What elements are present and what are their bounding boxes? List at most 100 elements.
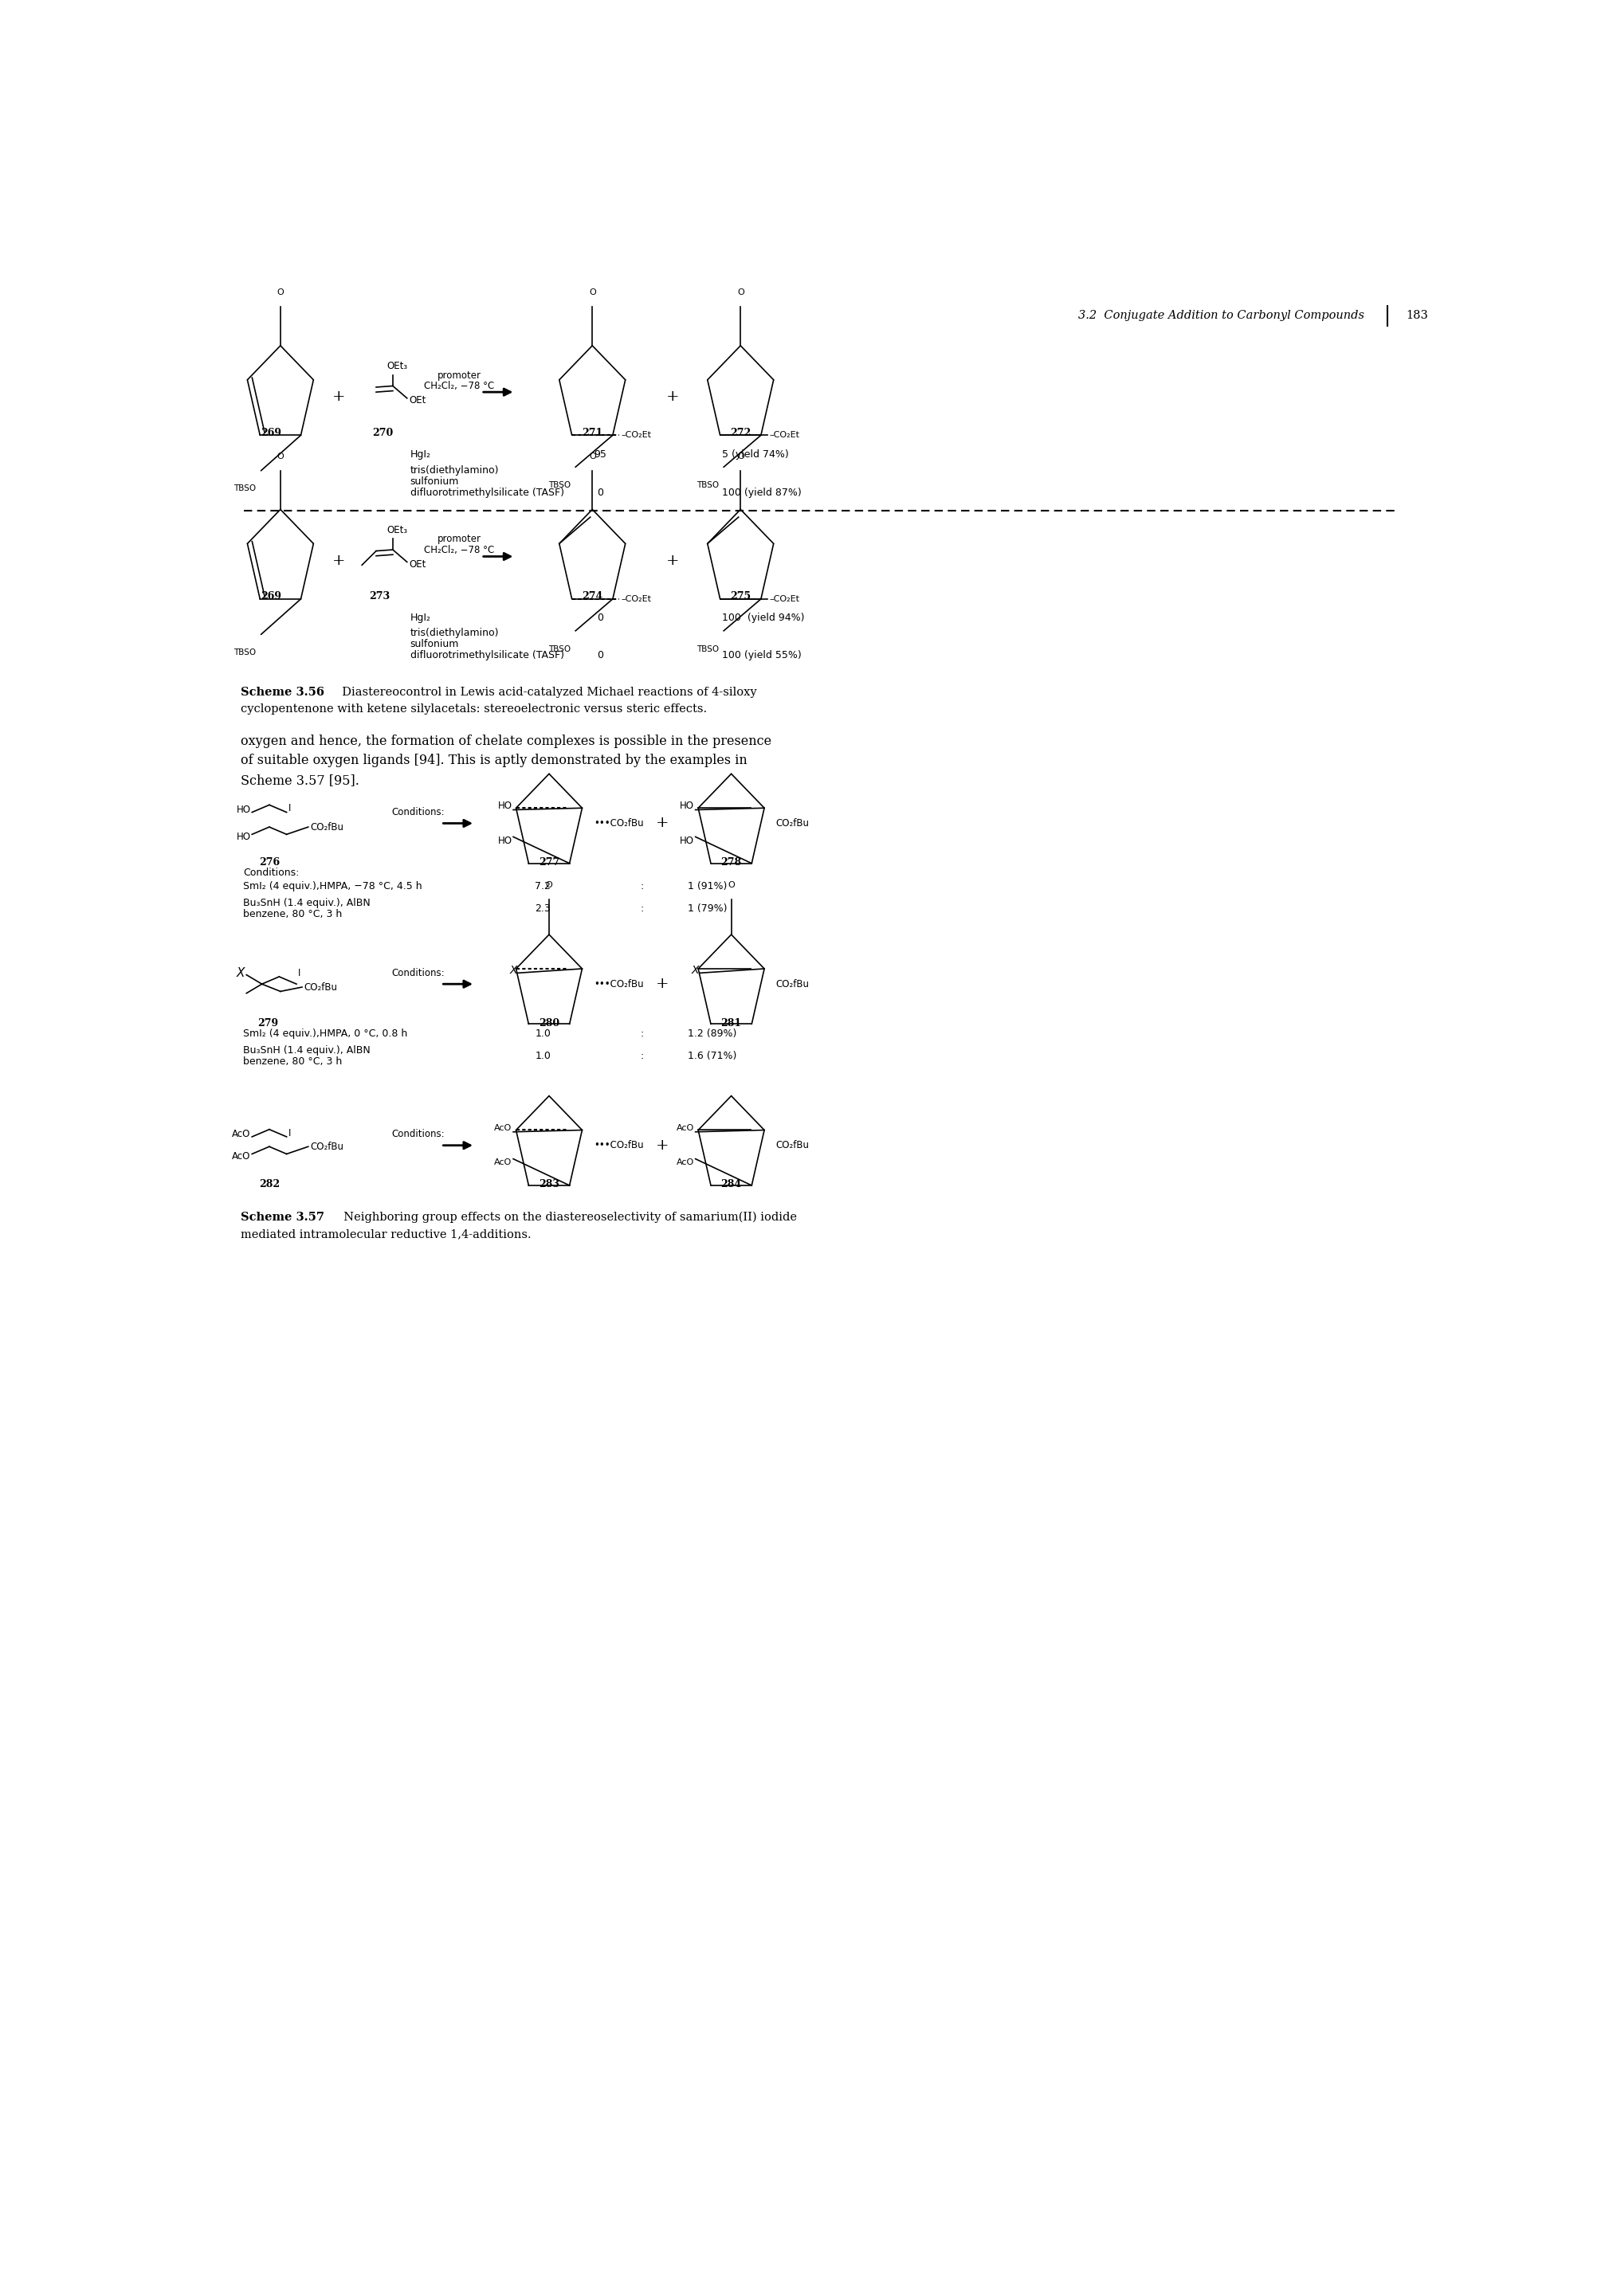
Text: 0: 0: [597, 613, 604, 622]
Text: X: X: [509, 964, 517, 976]
Text: O: O: [277, 289, 283, 296]
Text: 274: 274: [581, 592, 602, 602]
Text: promoter: promoter: [437, 535, 482, 544]
Text: 100  (yield 94%): 100 (yield 94%): [722, 613, 804, 622]
Text: I: I: [288, 1127, 291, 1139]
Text: 1.6 (71%): 1.6 (71%): [688, 1052, 736, 1061]
Text: –CO₂Et: –CO₂Et: [770, 595, 800, 604]
Text: SmI₂ (4 equiv.),HMPA, 0 °C, 0.8 h: SmI₂ (4 equiv.),HMPA, 0 °C, 0.8 h: [243, 1029, 408, 1038]
Text: HO: HO: [680, 801, 695, 810]
Text: I: I: [288, 804, 291, 813]
Text: OEt: OEt: [408, 560, 426, 569]
Text: OEt: OEt: [408, 395, 426, 406]
Text: Scheme 3.56: Scheme 3.56: [240, 687, 323, 698]
Text: •••CO₂fBu: •••CO₂fBu: [594, 817, 644, 829]
Text: Bu₃SnH (1.4 equiv.), AlBN: Bu₃SnH (1.4 equiv.), AlBN: [243, 898, 371, 909]
Text: •••CO₂fBu: •••CO₂fBu: [594, 978, 644, 990]
Text: benzene, 80 °C, 3 h: benzene, 80 °C, 3 h: [243, 1056, 343, 1068]
Text: Conditions:: Conditions:: [392, 969, 445, 978]
Text: 276: 276: [259, 856, 280, 868]
Text: TBSO: TBSO: [696, 482, 719, 489]
Text: 2.3: 2.3: [535, 905, 551, 914]
Text: 275: 275: [730, 592, 751, 602]
Text: :: :: [640, 1052, 644, 1061]
Text: Diastereocontrol in Lewis acid-catalyzed Michael reactions of 4-siloxy: Diastereocontrol in Lewis acid-catalyzed…: [335, 687, 757, 698]
Text: •••CO₂fBu: •••CO₂fBu: [594, 1141, 644, 1150]
Text: CH₂Cl₂, −78 °C: CH₂Cl₂, −78 °C: [424, 544, 495, 556]
Text: –CO₂Et: –CO₂Et: [621, 595, 652, 604]
Text: 279: 279: [258, 1017, 279, 1029]
Text: Bu₃SnH (1.4 equiv.), AlBN: Bu₃SnH (1.4 equiv.), AlBN: [243, 1045, 371, 1056]
Text: AcO: AcO: [232, 1150, 251, 1162]
Text: promoter: promoter: [437, 370, 482, 381]
Text: 273: 273: [368, 592, 389, 602]
Text: AcO: AcO: [495, 1125, 512, 1132]
Text: 271: 271: [581, 427, 602, 439]
Text: I: I: [298, 969, 301, 978]
Text: HO: HO: [498, 801, 512, 810]
Text: O: O: [589, 452, 596, 461]
Text: +: +: [655, 815, 669, 831]
Text: Scheme 3.57: Scheme 3.57: [240, 1212, 323, 1224]
Text: O: O: [589, 289, 596, 296]
Text: AcO: AcO: [232, 1130, 251, 1139]
Text: AcO: AcO: [677, 1125, 695, 1132]
Text: X: X: [692, 964, 700, 976]
Text: tris(diethylamino): tris(diethylamino): [410, 466, 500, 475]
Text: HgI₂: HgI₂: [410, 450, 431, 459]
Text: +: +: [655, 976, 669, 992]
Text: 0: 0: [597, 650, 604, 661]
Text: 3.2  Conjugate Addition to Carbonyl Compounds: 3.2 Conjugate Addition to Carbonyl Compo…: [1077, 310, 1364, 321]
Text: +: +: [666, 553, 679, 567]
Text: sulfonium: sulfonium: [410, 478, 459, 487]
Text: O: O: [736, 289, 744, 296]
Text: Conditions:: Conditions:: [243, 868, 299, 877]
Text: CH₂Cl₂, −78 °C: CH₂Cl₂, −78 °C: [424, 381, 495, 390]
Text: 100 (yield 55%): 100 (yield 55%): [722, 650, 802, 661]
Text: benzene, 80 °C, 3 h: benzene, 80 °C, 3 h: [243, 909, 343, 921]
Text: CO₂fBu: CO₂fBu: [776, 1141, 809, 1150]
Text: O: O: [728, 882, 735, 889]
Text: Neighboring group effects on the diastereoselectivity of samarium(II) iodide: Neighboring group effects on the diaster…: [336, 1212, 797, 1224]
Text: OEt₃: OEt₃: [387, 526, 408, 535]
Text: 272: 272: [730, 427, 751, 439]
Text: 280: 280: [538, 1017, 559, 1029]
Text: tris(diethylamino): tris(diethylamino): [410, 629, 500, 638]
Text: difluorotrimethylsilicate (TASF): difluorotrimethylsilicate (TASF): [410, 487, 564, 498]
Text: 277: 277: [538, 856, 559, 868]
Text: of suitable oxygen ligands [94]. This is aptly demonstrated by the examples in: of suitable oxygen ligands [94]. This is…: [240, 753, 748, 767]
Text: TBSO: TBSO: [548, 482, 570, 489]
Text: 282: 282: [259, 1180, 280, 1189]
Text: +: +: [666, 390, 679, 404]
Text: sulfonium: sulfonium: [410, 638, 459, 650]
Text: 281: 281: [720, 1017, 741, 1029]
Text: 5 (yield 74%): 5 (yield 74%): [722, 450, 789, 459]
Text: AcO: AcO: [677, 1159, 695, 1166]
Text: 1 (91%): 1 (91%): [688, 882, 727, 891]
Text: TBSO: TBSO: [234, 484, 256, 494]
Text: HO: HO: [498, 836, 512, 845]
Text: 1.2 (89%): 1.2 (89%): [688, 1029, 736, 1038]
Text: :: :: [640, 1029, 644, 1038]
Text: –CO₂Et: –CO₂Et: [621, 432, 652, 439]
Text: CO₂fBu: CO₂fBu: [311, 1141, 344, 1153]
Text: TBSO: TBSO: [548, 645, 570, 652]
Text: HO: HO: [237, 831, 251, 843]
Text: :: :: [640, 905, 644, 914]
Text: Scheme 3.57 [95].: Scheme 3.57 [95].: [240, 774, 359, 788]
Text: HO: HO: [237, 804, 251, 815]
Text: O: O: [546, 882, 552, 889]
Text: :: :: [640, 882, 644, 891]
Text: SmI₂ (4 equiv.),HMPA, −78 °C, 4.5 h: SmI₂ (4 equiv.),HMPA, −78 °C, 4.5 h: [243, 882, 423, 891]
Text: CO₂fBu: CO₂fBu: [304, 983, 338, 992]
Text: 269: 269: [261, 592, 282, 602]
Text: Conditions:: Conditions:: [392, 1130, 445, 1139]
Text: oxygen and hence, the formation of chelate complexes is possible in the presence: oxygen and hence, the formation of chela…: [240, 735, 772, 748]
Text: difluorotrimethylsilicate (TASF): difluorotrimethylsilicate (TASF): [410, 650, 564, 661]
Text: 7.2: 7.2: [535, 882, 551, 891]
Text: HgI₂: HgI₂: [410, 613, 431, 622]
Text: CO₂fBu: CO₂fBu: [776, 817, 809, 829]
Text: mediated intramolecular reductive 1,4-additions.: mediated intramolecular reductive 1,4-ad…: [240, 1228, 532, 1240]
Text: 269: 269: [261, 427, 282, 439]
Text: 283: 283: [538, 1180, 559, 1189]
